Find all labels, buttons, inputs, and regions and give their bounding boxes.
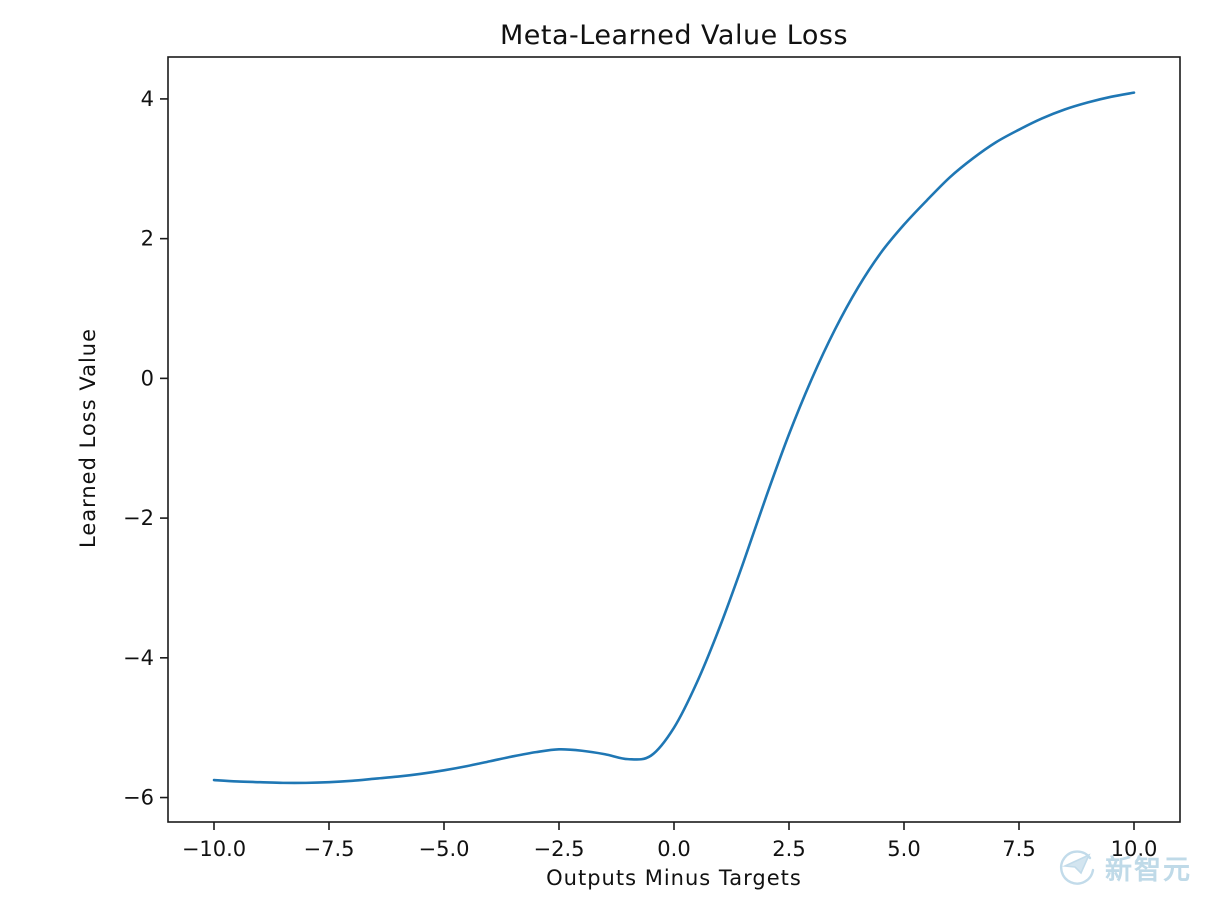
x-tick-label: 5.0 [887, 837, 920, 861]
x-tick-label: −7.5 [304, 837, 355, 861]
chart-title: Meta-Learned Value Loss [499, 20, 849, 51]
brand-logo-icon [1060, 850, 1095, 885]
y-tick-label: −6 [123, 786, 154, 810]
x-axis-label: Outputs Minus Targets [546, 866, 802, 890]
y-tick-label: −2 [123, 506, 154, 530]
watermark-text: 新智元 [1105, 854, 1192, 886]
y-tick-label: 2 [141, 227, 154, 251]
axes-spines [167, 56, 1181, 823]
watermark: 新智元 [1055, 846, 1192, 888]
x-tick-label: 2.5 [772, 837, 805, 861]
x-tick-label: 7.5 [1002, 837, 1035, 861]
y-tick-label: 4 [141, 87, 154, 111]
x-tick-label: −5.0 [419, 837, 470, 861]
y-tick-label: 0 [141, 366, 154, 390]
x-tick-label: −2.5 [534, 837, 585, 861]
x-tick-label: 10.0 [1111, 837, 1158, 861]
y-tick-label: −4 [123, 646, 154, 670]
x-tick-label: 0.0 [657, 837, 690, 861]
x-tick-label: −10.0 [182, 837, 246, 861]
loss-curve [212, 91, 1136, 785]
